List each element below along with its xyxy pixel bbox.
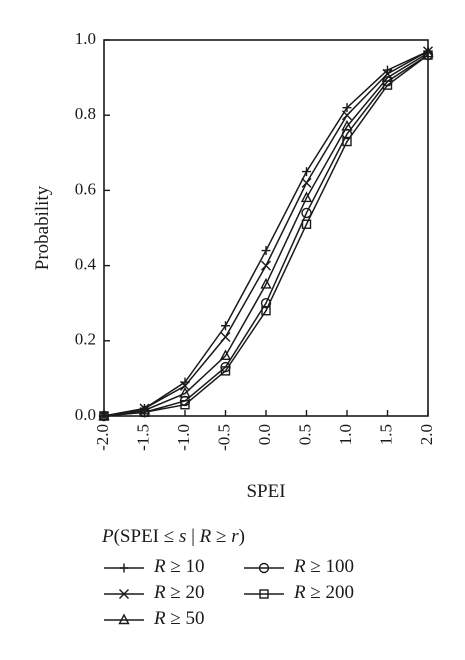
legend-item: R ≥ 10 bbox=[104, 556, 205, 577]
data-point bbox=[220, 332, 231, 343]
y-tick-label: 0.6 bbox=[75, 179, 96, 198]
series-line bbox=[103, 54, 429, 417]
x-tick-label: -1.5 bbox=[133, 424, 152, 451]
x-tick-label: 1.5 bbox=[376, 424, 395, 445]
data-point bbox=[138, 403, 151, 415]
x-tick-label: 2.0 bbox=[417, 424, 436, 445]
data-point bbox=[261, 246, 271, 256]
data-point bbox=[180, 400, 190, 410]
data-point bbox=[300, 191, 313, 203]
legend-label: R ≥ 200 bbox=[293, 582, 354, 603]
legend-item: R ≥ 20 bbox=[104, 582, 205, 603]
legend-item: R ≥ 200 bbox=[244, 582, 354, 603]
data-point bbox=[342, 136, 352, 147]
series-x bbox=[99, 46, 433, 421]
series-plus bbox=[99, 46, 433, 421]
y-tick-label: 0.8 bbox=[75, 104, 96, 123]
data-point bbox=[302, 167, 311, 177]
x-tick-label: 1.0 bbox=[336, 424, 355, 445]
data-point bbox=[139, 407, 150, 417]
legend-item: R ≥ 50 bbox=[104, 608, 205, 629]
data-point bbox=[221, 321, 230, 331]
data-point bbox=[422, 46, 434, 58]
data-point bbox=[260, 298, 272, 309]
y-tick-label: 1.0 bbox=[75, 29, 96, 48]
series-triangle bbox=[98, 46, 434, 421]
legend-label: R ≥ 100 bbox=[293, 556, 354, 577]
data-point bbox=[219, 349, 232, 361]
legend-marker bbox=[118, 613, 130, 625]
x-tick-label: -2.0 bbox=[93, 424, 112, 451]
data-point bbox=[180, 380, 190, 391]
data-point bbox=[301, 207, 312, 219]
x-tick-label: -0.5 bbox=[214, 424, 233, 451]
data-point bbox=[342, 103, 352, 113]
legend-label: R ≥ 10 bbox=[153, 556, 205, 577]
data-point bbox=[423, 50, 433, 60]
legend-marker bbox=[259, 589, 269, 599]
series-circle bbox=[98, 49, 434, 422]
legend-label: R ≥ 50 bbox=[153, 608, 205, 629]
x-tick-label: 0.0 bbox=[255, 424, 274, 445]
x-axis-label: SPEI bbox=[246, 481, 285, 502]
data-point bbox=[260, 277, 272, 289]
data-point bbox=[99, 411, 109, 421]
legend-marker bbox=[258, 562, 270, 574]
legend-label: R ≥ 20 bbox=[153, 582, 205, 603]
series-line bbox=[103, 54, 429, 417]
series-line bbox=[103, 50, 429, 417]
legend-marker bbox=[119, 589, 129, 599]
series-square bbox=[99, 50, 433, 421]
series-line bbox=[103, 50, 429, 417]
data-point bbox=[382, 80, 393, 90]
data-point bbox=[220, 366, 231, 376]
legend-item: R ≥ 100 bbox=[244, 556, 354, 577]
legend: P(SPEI ≤ s | R ≥ r) R ≥ 10 R ≥ 20 R ≥ 50 R … bbox=[101, 526, 354, 629]
data-point bbox=[342, 110, 352, 121]
axis-ticks: -2.0 -1.5 -1.0 -0.5 0.0 0.5 1.0 1.5 2.0 0.0 0.2 0.4… bbox=[75, 29, 436, 451]
legend-title: P(SPEI ≤ s | R ≥ r) bbox=[101, 526, 245, 547]
y-tick-label: 0.2 bbox=[75, 330, 96, 349]
data-point bbox=[261, 260, 271, 271]
x-tick-label: -1.0 bbox=[174, 424, 193, 451]
y-tick-label: 0.4 bbox=[75, 255, 97, 274]
data-point bbox=[301, 219, 312, 229]
data-point bbox=[301, 177, 312, 188]
legend-marker bbox=[119, 563, 129, 573]
series-line bbox=[103, 52, 429, 417]
data-point bbox=[261, 306, 271, 316]
x-tick-label: 0.5 bbox=[295, 424, 314, 445]
y-axis-label: Probability bbox=[32, 185, 53, 270]
y-tick-label: 0.0 bbox=[75, 405, 96, 424]
series-layer bbox=[98, 46, 434, 422]
